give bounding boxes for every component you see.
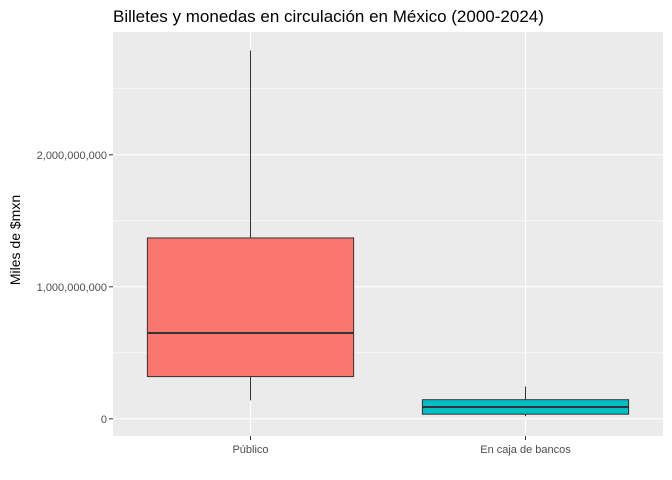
boxes-layer	[146, 50, 630, 417]
y-tick-label: 0	[101, 414, 107, 426]
box-body	[146, 237, 355, 378]
chart-title: Billetes y monedas en circulación en Méx…	[113, 7, 544, 26]
x-axis-ticks: Público En caja de bancos	[232, 436, 571, 456]
y-tick-label: 1,000,000,000	[37, 282, 107, 294]
box-en-caja-de-bancos	[421, 386, 630, 417]
y-axis-title: Miles de $mxn	[7, 195, 23, 285]
box-publico	[146, 50, 355, 401]
x-tick-label: Público	[232, 444, 268, 456]
y-tick-label: 2,000,000,000	[37, 150, 107, 162]
x-tick-label: En caja de bancos	[480, 444, 571, 456]
y-axis-ticks: 0 1,000,000,000 2,000,000,000	[37, 150, 113, 426]
